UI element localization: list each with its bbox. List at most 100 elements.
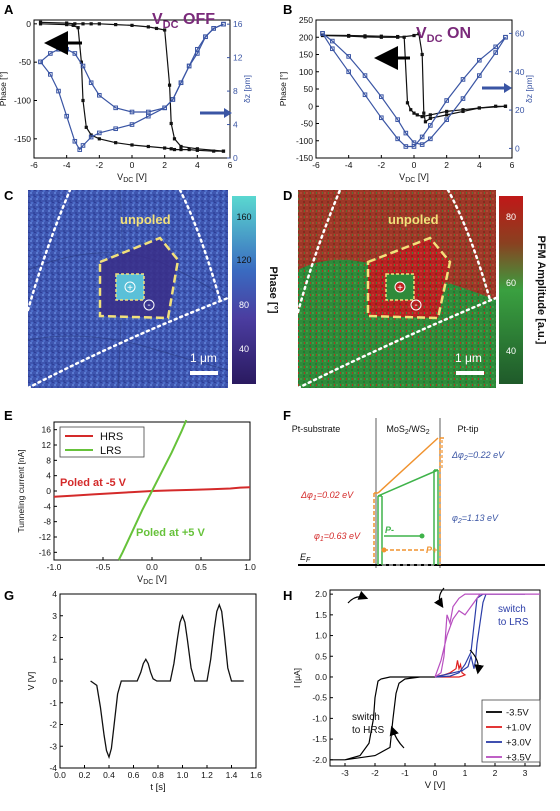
data-point <box>64 113 69 119</box>
y2-tick-label: 60 <box>515 28 525 38</box>
series-1-line <box>322 34 506 118</box>
x-tick-label: -4 <box>63 160 71 170</box>
x-tick-label: 0.6 <box>128 770 140 780</box>
x-tick-label: 2 <box>162 160 167 170</box>
data-point <box>113 105 118 111</box>
panel-letter-h: H <box>283 588 292 603</box>
x-tick-label: 2 <box>444 160 449 170</box>
data-point <box>56 88 61 94</box>
unpoled-label: unpoled <box>388 212 439 227</box>
data-point <box>460 77 466 82</box>
data-point <box>419 142 425 147</box>
data-point <box>195 51 200 56</box>
x-tick-label: 0.8 <box>152 770 164 780</box>
y-tick-label: 150 <box>299 50 313 60</box>
x-tick-label: 1.4 <box>226 770 238 780</box>
data-point <box>503 34 508 40</box>
legend-box <box>59 426 145 458</box>
legend-label: +3.0V <box>506 738 532 749</box>
data-point <box>445 113 449 117</box>
x-tick-label: 0.0 <box>146 562 158 572</box>
data-point <box>97 92 102 98</box>
y-axis-label: Phase [°] <box>0 72 8 107</box>
phase-map: + - unpoled 1 μm 160 120 80 40 Phase [°] <box>26 188 279 390</box>
series-LRS-line <box>117 419 188 561</box>
data-point <box>403 130 409 136</box>
cbar-tick: 120 <box>236 255 251 265</box>
x-axis-label: VDC [V] <box>399 172 429 184</box>
data-point <box>179 147 183 152</box>
data-point <box>77 147 83 152</box>
y-tick-label: 4 <box>52 589 57 599</box>
data-point <box>428 123 433 128</box>
series-0-line <box>322 32 506 123</box>
y-tick-label: -16 <box>39 547 52 557</box>
panel-letter-d: D <box>283 188 292 203</box>
y-tick-label: 2.0 <box>315 589 327 599</box>
data-point <box>379 115 384 121</box>
y-tick-label: 0.5 <box>315 651 327 661</box>
y-tick-label: -2 <box>49 720 57 730</box>
data-point <box>428 116 432 120</box>
data-point <box>163 28 167 32</box>
data-point <box>346 69 351 75</box>
annotation-poled-plus: Poled at +5 V <box>136 527 205 539</box>
y-tick-label: 0.0 <box>315 672 327 682</box>
series-2-line <box>322 32 507 146</box>
ef-label: EF <box>300 552 311 564</box>
data-point <box>81 98 85 103</box>
series-2-line <box>40 23 224 113</box>
series-35V-line <box>434 593 540 678</box>
data-point <box>211 26 216 31</box>
y-tick-label: 1.5 <box>315 610 327 620</box>
series--35V-line <box>330 676 435 761</box>
poled-region-outline <box>98 236 180 320</box>
series-0-line <box>90 603 244 760</box>
phi1-label: φ1=0.63 eV <box>314 531 361 543</box>
y-tick-label: -1 <box>49 698 57 708</box>
data-point <box>97 137 101 141</box>
data-point <box>419 134 425 140</box>
data-point <box>89 22 93 26</box>
data-point <box>65 21 69 25</box>
x-tick-label: 4 <box>195 160 200 170</box>
y2-tick-label: 4 <box>233 120 238 130</box>
data-point <box>172 137 177 141</box>
data-point <box>146 113 151 119</box>
data-point <box>162 105 167 111</box>
data-point <box>320 31 325 36</box>
data-point <box>221 21 226 27</box>
x-tick-label: 0 <box>433 768 438 778</box>
x-tick-label: 1.6 <box>250 770 262 780</box>
chart-b: -6 -4 -2 0 2 4 6 250 200 150 100 50 0 -50 -100 -150 0 20 4… <box>278 15 534 184</box>
right-arrow-head <box>224 108 232 118</box>
data-point <box>428 136 433 142</box>
y-tick-label: 12 <box>42 440 52 450</box>
data-point <box>412 33 416 38</box>
x-tick-label: -2 <box>371 768 379 778</box>
data-point <box>169 121 173 126</box>
data-point <box>88 134 94 140</box>
y-tick-label: -0.5 <box>312 693 327 703</box>
x-tick-label: 3 <box>523 768 528 778</box>
y-tick-label: 200 <box>299 32 313 42</box>
data-point <box>221 149 226 153</box>
y-tick-label: 100 <box>299 67 313 77</box>
panel-letter-g: G <box>4 588 14 603</box>
data-point <box>88 80 94 86</box>
data-point <box>379 94 384 99</box>
data-point <box>178 80 184 86</box>
data-point <box>477 57 482 63</box>
data-point <box>362 92 368 98</box>
y-tick-label: -150 <box>14 134 31 144</box>
data-point <box>420 115 424 119</box>
y-tick-label: -1.0 <box>312 713 327 723</box>
cbar-tick: 40 <box>506 346 516 356</box>
annotation-switch-lrs-line2: to LRS <box>498 617 529 628</box>
minus-sign: - <box>414 300 417 311</box>
data-point <box>363 34 367 38</box>
data-point <box>72 51 78 56</box>
orange-barrier <box>377 437 439 494</box>
data-point <box>73 22 77 26</box>
x-axis-label: t [s] <box>150 782 165 793</box>
